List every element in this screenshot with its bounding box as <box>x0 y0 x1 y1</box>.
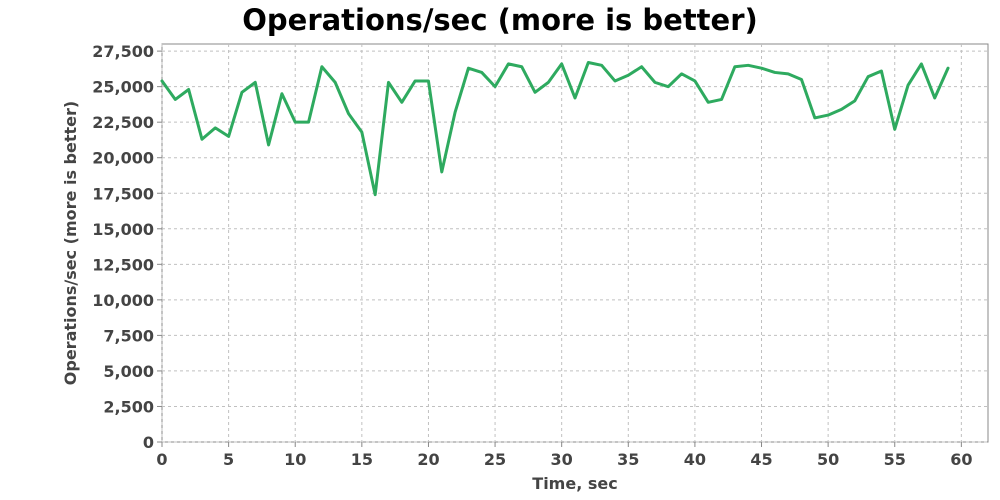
x-tick-label: 20 <box>417 450 439 469</box>
y-tick-label: 10,000 <box>92 291 154 310</box>
x-tick-label: 45 <box>750 450 772 469</box>
y-tick-label: 27,500 <box>92 42 154 61</box>
x-tick-label: 0 <box>156 450 167 469</box>
y-tick-label: 5,000 <box>103 362 154 381</box>
chart-title: Operations/sec (more is better) <box>242 3 758 37</box>
y-tick-label: 20,000 <box>92 149 154 168</box>
x-tick-label: 50 <box>817 450 839 469</box>
series-layer <box>160 60 950 197</box>
x-tick-label: 25 <box>484 450 506 469</box>
plot-area <box>161 43 989 443</box>
y-tick-label: 12,500 <box>92 255 154 274</box>
y-tick-label: 0 <box>143 433 154 452</box>
grid-lines <box>161 44 988 443</box>
y-axis-title: Operations/sec (more is better) <box>61 101 80 385</box>
x-tick-label: 55 <box>884 450 906 469</box>
y-tick-label: 22,500 <box>92 113 154 132</box>
y-tick-label: 7,500 <box>103 326 154 345</box>
x-tick-label: 35 <box>617 450 639 469</box>
x-axis-title: Time, sec <box>532 474 617 493</box>
x-tick-label: 5 <box>223 450 234 469</box>
y-tick-label: 25,000 <box>92 78 154 97</box>
axis-ticks: 0 2,500 5,000 7,500 10,000 12,500 15,000 17,500… <box>92 42 972 469</box>
series-line <box>160 60 950 197</box>
y-tick-label: 17,500 <box>92 184 154 203</box>
y-tick-label: 2,500 <box>103 397 154 416</box>
y-tick-label: 15,000 <box>92 220 154 239</box>
x-tick-label: 60 <box>950 450 972 469</box>
x-tick-label: 30 <box>551 450 573 469</box>
x-tick-label: 15 <box>351 450 373 469</box>
x-tick-label: 10 <box>284 450 306 469</box>
x-tick-label: 40 <box>684 450 706 469</box>
